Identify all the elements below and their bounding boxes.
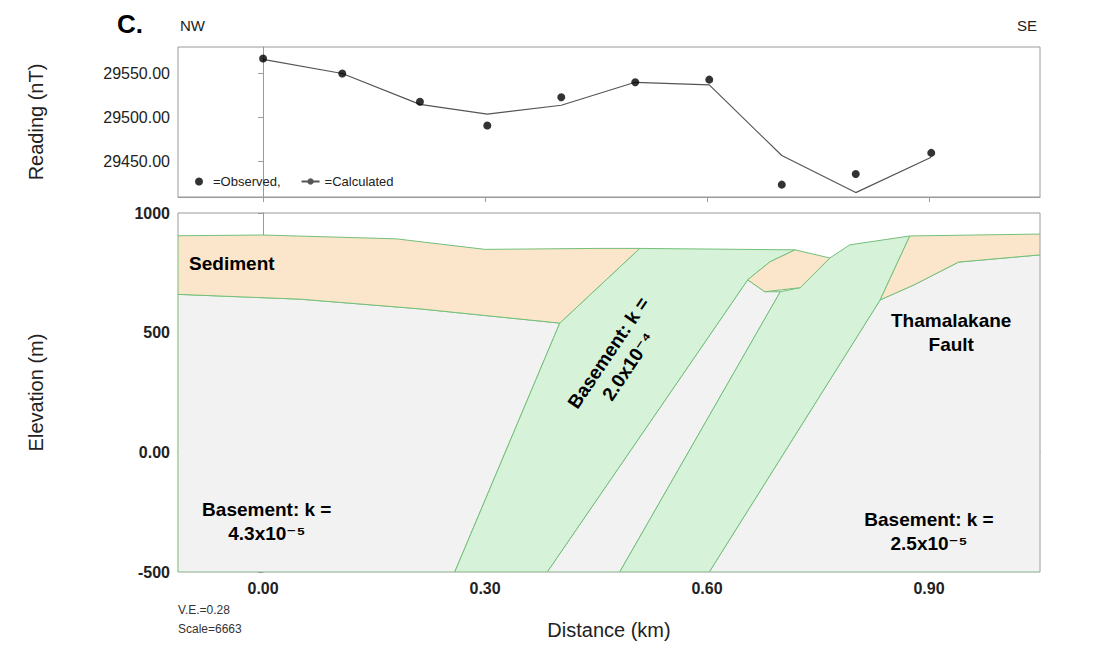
svg-text:Distance (km): Distance (km) — [547, 619, 670, 641]
svg-text:Scale=6663: Scale=6663 — [178, 622, 242, 636]
svg-text:4.3x10⁻⁵: 4.3x10⁻⁵ — [228, 523, 305, 544]
svg-text:29500.00: 29500.00 — [103, 109, 170, 126]
svg-text:500: 500 — [143, 324, 170, 341]
svg-text:SE: SE — [1017, 17, 1037, 34]
svg-text:Basement: k =: Basement: k = — [864, 509, 993, 530]
svg-text:Reading (nT): Reading (nT) — [25, 64, 47, 181]
svg-text:29450.00: 29450.00 — [103, 153, 170, 170]
svg-text:0.60: 0.60 — [691, 580, 722, 597]
svg-text:-500: -500 — [138, 564, 170, 581]
svg-text:2.5x10⁻⁵: 2.5x10⁻⁵ — [890, 533, 967, 554]
svg-text:Basement: k =: Basement: k = — [563, 293, 654, 413]
svg-text:1000: 1000 — [134, 205, 170, 222]
svg-text:Elevation (m): Elevation (m) — [25, 334, 47, 452]
svg-text:Sediment: Sediment — [189, 253, 275, 274]
svg-text:V.E.=0.28: V.E.=0.28 — [178, 603, 230, 617]
svg-text:C.: C. — [117, 9, 143, 39]
svg-text:=Calculated: =Calculated — [325, 174, 394, 189]
svg-text:Basement: k =: Basement: k = — [202, 499, 331, 520]
svg-text:0.00: 0.00 — [248, 580, 279, 597]
svg-text:0.30: 0.30 — [469, 580, 500, 597]
svg-text:0.00: 0.00 — [139, 444, 170, 461]
svg-text:2.0x10⁻⁴: 2.0x10⁻⁴ — [598, 328, 659, 404]
svg-text:29550.00: 29550.00 — [103, 65, 170, 82]
svg-text:Fault: Fault — [929, 334, 975, 355]
svg-text:NW: NW — [180, 17, 206, 34]
svg-text:Thamalakane: Thamalakane — [891, 310, 1011, 331]
svg-text:=Observed,: =Observed, — [213, 174, 281, 189]
svg-text:0.90: 0.90 — [913, 580, 944, 597]
